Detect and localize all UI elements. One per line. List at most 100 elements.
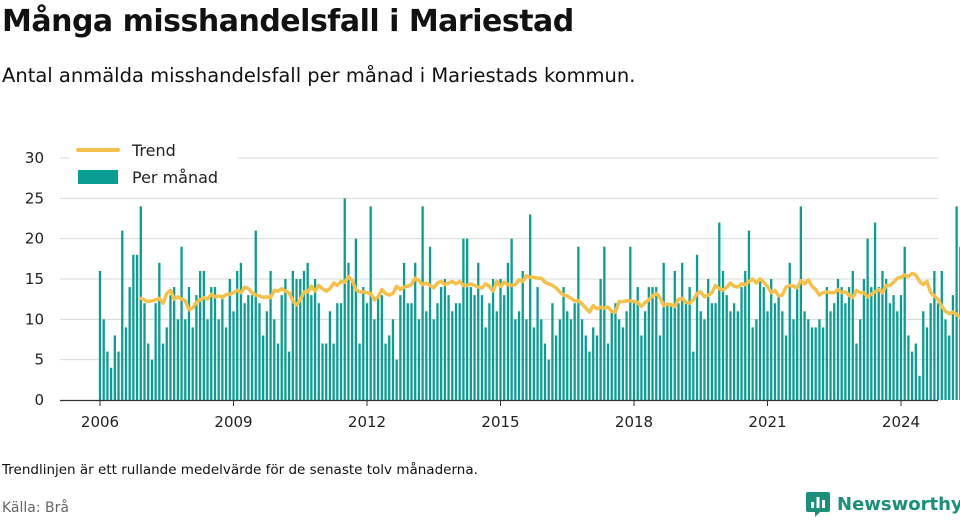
y-tick-label: 5 — [34, 351, 44, 369]
bar — [584, 335, 587, 400]
bar — [161, 343, 165, 400]
bar — [247, 295, 250, 400]
bar — [195, 295, 198, 400]
bar — [651, 287, 654, 400]
bar — [770, 279, 773, 400]
bar — [399, 295, 402, 400]
bar — [117, 351, 120, 400]
bar — [955, 206, 958, 400]
bar — [781, 311, 784, 400]
bar — [143, 303, 146, 400]
bar — [484, 327, 487, 400]
bar — [595, 335, 599, 400]
bar — [655, 287, 658, 400]
bar — [573, 303, 576, 400]
bar — [810, 327, 814, 400]
bar — [681, 262, 684, 400]
bar-chart-logo-icon — [806, 492, 830, 517]
bar — [173, 287, 176, 400]
brand-name: Newsworthy — [837, 493, 960, 515]
bar — [907, 335, 910, 400]
bar — [458, 303, 461, 400]
bar — [332, 343, 335, 400]
bar — [425, 311, 428, 400]
bar — [755, 319, 758, 400]
bar — [540, 319, 543, 400]
y-axis-ticks: 0 5 10 15 20 25 30 — [25, 149, 44, 409]
bar — [632, 303, 636, 400]
bar — [833, 303, 836, 400]
chart-note: Trendlinjen är ett rullande medelvärde f… — [2, 462, 478, 478]
bar — [721, 270, 725, 400]
bar — [929, 303, 932, 400]
bar — [269, 270, 272, 400]
bar — [295, 279, 298, 400]
bar — [536, 287, 539, 400]
x-tick-label: 2015 — [481, 413, 519, 431]
bar — [751, 327, 754, 400]
x-tick-label: 2006 — [81, 413, 119, 431]
bar — [881, 270, 884, 400]
bar — [740, 287, 743, 400]
bar — [877, 287, 880, 400]
bar — [384, 343, 387, 400]
bar — [109, 367, 113, 400]
bar — [629, 246, 632, 400]
bar — [543, 343, 547, 400]
bar — [343, 198, 346, 400]
x-tick-label: 2018 — [615, 413, 653, 431]
chart-source: Källa: Brå — [2, 500, 69, 516]
bar — [347, 262, 350, 400]
bar — [859, 319, 862, 400]
bar — [265, 311, 269, 400]
bar — [351, 279, 354, 400]
bar — [625, 311, 628, 400]
bar — [925, 327, 929, 400]
legend: Trend Per månad — [70, 138, 238, 194]
bar — [799, 206, 803, 400]
x-tick-label: 2012 — [348, 413, 386, 431]
bar — [517, 311, 521, 400]
bar — [191, 327, 194, 400]
bar — [888, 303, 892, 400]
bar — [588, 351, 591, 400]
bar — [336, 303, 339, 400]
bar — [250, 295, 254, 400]
bar — [239, 262, 243, 400]
bar — [510, 238, 513, 400]
bar — [688, 287, 691, 400]
bar — [862, 279, 866, 400]
bar — [232, 311, 235, 400]
bar — [729, 311, 732, 400]
bar — [577, 246, 580, 400]
bar — [410, 303, 413, 400]
bar — [707, 279, 710, 400]
bar — [658, 335, 662, 400]
bar — [258, 303, 261, 400]
bar — [936, 303, 940, 400]
bar — [503, 295, 506, 400]
bar — [339, 303, 343, 400]
bar — [417, 319, 421, 400]
y-tick-label: 0 — [34, 391, 44, 409]
y-tick-label: 25 — [25, 189, 44, 207]
bar — [784, 335, 788, 400]
bar — [744, 270, 747, 400]
bar — [873, 222, 877, 400]
bar — [369, 206, 372, 400]
bar — [514, 319, 517, 400]
legend-bar-swatch — [78, 170, 118, 184]
bar — [944, 319, 947, 400]
chart-subtitle: Antal anmälda misshandelsfall per månad … — [2, 64, 636, 87]
bar — [388, 335, 391, 400]
bar — [821, 327, 825, 400]
bar — [310, 295, 313, 400]
bar — [454, 303, 458, 400]
bar — [951, 295, 955, 400]
chart-title: Många misshandelsfall i Mariestad — [2, 4, 574, 39]
bar — [940, 270, 943, 400]
bar — [710, 303, 714, 400]
bar — [529, 214, 532, 400]
bar — [621, 327, 625, 400]
bar — [365, 303, 369, 400]
